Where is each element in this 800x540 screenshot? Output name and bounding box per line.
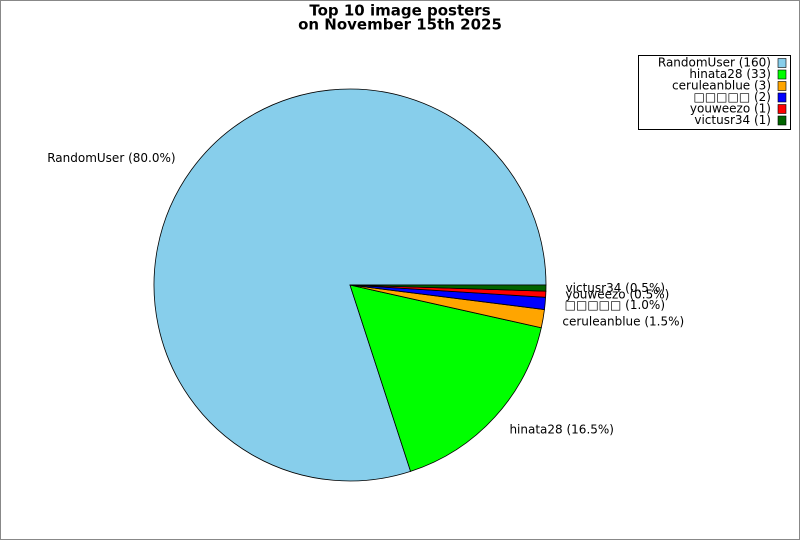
legend-swatch bbox=[777, 104, 787, 114]
legend-swatch bbox=[777, 92, 787, 103]
chart-subtitle: on November 15th 2025 bbox=[298, 16, 502, 34]
legend-swatch bbox=[777, 81, 787, 91]
legend-label: youweezo (1) bbox=[690, 102, 771, 116]
slice-label: RandomUser (80.0%) bbox=[47, 151, 175, 165]
legend-label: □□□□□ (2) bbox=[693, 90, 771, 104]
legend-label: ceruleanblue (3) bbox=[672, 79, 771, 93]
legend-swatch bbox=[777, 69, 787, 80]
slice-label: hinata28 (16.5%) bbox=[509, 423, 614, 437]
slice-label: ceruleanblue (1.5%) bbox=[562, 315, 684, 329]
legend-swatch bbox=[777, 115, 787, 126]
legend-label: victusr34 (1) bbox=[694, 113, 771, 127]
legend-swatch bbox=[777, 58, 787, 68]
slice-label: youweezo (0.5%) bbox=[565, 288, 669, 302]
legend-box bbox=[638, 55, 791, 130]
pie-slice bbox=[349, 284, 542, 472]
chart-title: Top 10 image posters bbox=[309, 2, 490, 20]
slice-label: □□□□□ (1.0%) bbox=[565, 298, 665, 312]
legend-label: hinata28 (33) bbox=[689, 67, 771, 81]
slice-label: victusr34 (0.5%) bbox=[566, 281, 665, 295]
pie-slice bbox=[349, 284, 547, 292]
legend-label: RandomUser (160) bbox=[658, 56, 771, 70]
